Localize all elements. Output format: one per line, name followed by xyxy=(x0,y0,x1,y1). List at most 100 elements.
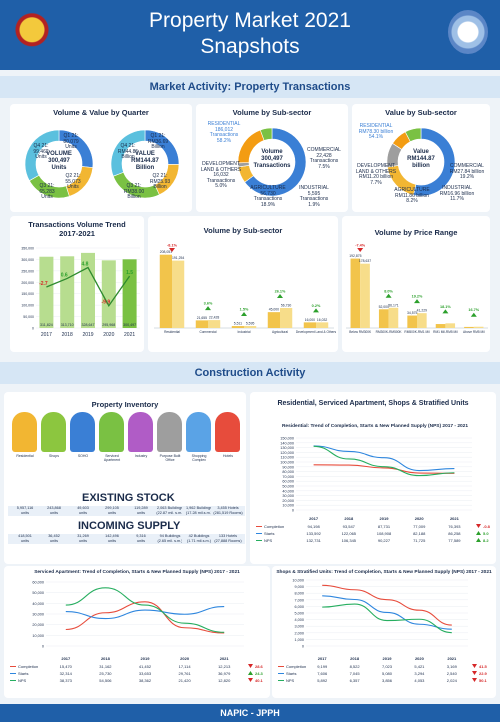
table-value: 93,547 xyxy=(343,524,356,529)
value-q4-label: Q4 21: RM44.85 Billion xyxy=(117,143,139,160)
series-line-nps xyxy=(313,445,455,477)
jpph-logo-icon xyxy=(448,10,488,54)
x-category-label: Below RM300K xyxy=(349,330,372,334)
series-line-completion xyxy=(313,464,455,474)
legend-label: Starts xyxy=(286,671,296,676)
legend-label: Completion xyxy=(264,524,284,529)
table-year-label: 2018 xyxy=(101,656,111,661)
change-label: 3.6% xyxy=(204,302,213,306)
table-value: 31,162 xyxy=(99,664,112,669)
subsector-value-slice xyxy=(404,127,422,143)
inventory-title: Property Inventory xyxy=(91,400,159,409)
bar-2020-label: 21,655 xyxy=(197,316,207,320)
subsector-value-commercial: COMMERCIAL RM27.84 billion 19.2% xyxy=(449,163,485,180)
table-year-label: 2017 xyxy=(61,656,71,661)
page-title: Property Market 2021 Snapshots xyxy=(0,8,500,60)
inventory-card xyxy=(157,412,182,452)
bar-2020-label: 45,000 xyxy=(269,308,279,312)
value-q3-label: Q3 21: RM38.00 Billion xyxy=(123,183,145,200)
inventory-card xyxy=(41,412,66,452)
bar-2021 xyxy=(316,322,329,328)
table-value: 38,362 xyxy=(139,678,152,683)
stock-value: 299,105 units xyxy=(95,506,129,516)
value-q2-label: Q2 21: RM25.93 Billion xyxy=(149,173,171,190)
trend-change-label: -2.7 xyxy=(39,281,48,287)
subsector-value-industrial: INDUSTRIAL RM16.96 billion 11.7% xyxy=(439,185,475,202)
construction-section-header: Construction Activity xyxy=(0,362,500,384)
table-value: 133,592 xyxy=(306,531,321,536)
trend-title: Transactions Volume Trend 2017-2021 xyxy=(28,220,126,238)
existing-stock-heading: EXISTING STOCK xyxy=(82,492,175,504)
change-label: 18.1% xyxy=(440,305,451,309)
trend-x-label: 2019 xyxy=(82,332,93,338)
stock-value: 49,603 units xyxy=(66,506,100,516)
y-tick-label: 100,000 xyxy=(21,304,34,308)
trend-bar xyxy=(122,259,137,328)
table-value: 3,169 xyxy=(447,664,458,669)
table-value: 38,373 xyxy=(60,678,73,683)
stock-value: 119,289 units xyxy=(124,506,158,516)
table-year-label: 2019 xyxy=(380,516,390,521)
table-value: 2,024 xyxy=(447,678,458,683)
table-value: 3,294 xyxy=(414,671,425,676)
y-tick-label: 0 xyxy=(302,645,304,649)
shops-line-chart: 0 1,000 2,000 3,000 4,000 5,000 6,000 7,000 8,00… xyxy=(278,579,488,683)
table-value: 76,393 xyxy=(448,524,461,529)
value-hole xyxy=(122,141,168,187)
table-value: 82,188 xyxy=(413,531,426,536)
inventory-card xyxy=(12,412,37,452)
up-arrow-icon xyxy=(476,538,481,542)
bar-2020 xyxy=(195,320,208,328)
stock-value: 36,452 units xyxy=(37,534,71,544)
table-value: 77,009 xyxy=(413,524,426,529)
bar-2020 xyxy=(303,322,316,328)
series-line-completion xyxy=(322,584,452,626)
table-value: 71,725 xyxy=(413,538,426,543)
change-label: 19.2% xyxy=(412,295,423,299)
trend-chart: 0 50,000 100,000 150,000 200,000 250,000 300,0… xyxy=(21,247,140,338)
residential-line-chart: 010,00020,00030,00040,00050,00060,00070,… xyxy=(256,437,491,543)
table-value: 7,606 xyxy=(317,671,328,676)
stock-value: 94 Buildings (2.65 mil. s.m.) xyxy=(153,534,187,544)
y-tick-label: 10,000 xyxy=(282,504,294,508)
table-year-label: 2021 xyxy=(447,656,457,661)
y-tick-label: 2,000 xyxy=(294,631,304,635)
stock-value: 243,868 units xyxy=(37,506,71,516)
up-arrow-icon xyxy=(205,306,211,311)
crest-logo-icon xyxy=(12,10,52,54)
subsector-volume-slice xyxy=(244,127,307,197)
table-value: 7,023 xyxy=(382,664,393,669)
table-value: 8,522 xyxy=(350,664,361,669)
y-tick-label: 300,000 xyxy=(21,258,34,262)
inventory-label: SOHO xyxy=(77,454,89,458)
change-label: 8.2 xyxy=(483,538,489,543)
y-tick-label: 0 xyxy=(42,645,44,649)
table-value: 33,653 xyxy=(139,671,152,676)
up-arrow-icon xyxy=(241,312,247,317)
table-value: 17,114 xyxy=(179,664,192,669)
x-category-label: Industrial xyxy=(238,330,251,334)
bar-2020-label: 5,511 xyxy=(234,322,242,326)
y-tick-label: 140,000 xyxy=(280,441,294,445)
inventory-label: Shops xyxy=(49,454,59,458)
bar-2020 xyxy=(407,315,417,328)
bar-2021 xyxy=(445,323,456,328)
y-tick-label: 110,000 xyxy=(281,456,294,460)
table-value: 41,452 xyxy=(139,664,152,669)
y-tick-label: 6,000 xyxy=(294,605,304,609)
quarter-donuts xyxy=(24,129,180,199)
bar-2021-label: 22,428 xyxy=(209,316,219,320)
change-label: 24.3 xyxy=(255,671,264,676)
inventory-label: Purpose Built Office xyxy=(159,454,181,462)
y-tick-label: 4,000 xyxy=(294,618,304,622)
trend-bar xyxy=(101,260,116,328)
change-label: -7.4% xyxy=(355,244,366,248)
trend-bar-label: 313,710 xyxy=(61,323,74,327)
subsector-value-residential: RESIDENTIAL RM78.30 billion 54.1% xyxy=(358,123,394,140)
y-tick-label: 50,000 xyxy=(32,591,44,595)
bar-2020-label: 208,051 xyxy=(160,250,172,254)
bar-2021-label: 56,730 xyxy=(281,304,291,308)
bar-2020 xyxy=(267,312,280,328)
